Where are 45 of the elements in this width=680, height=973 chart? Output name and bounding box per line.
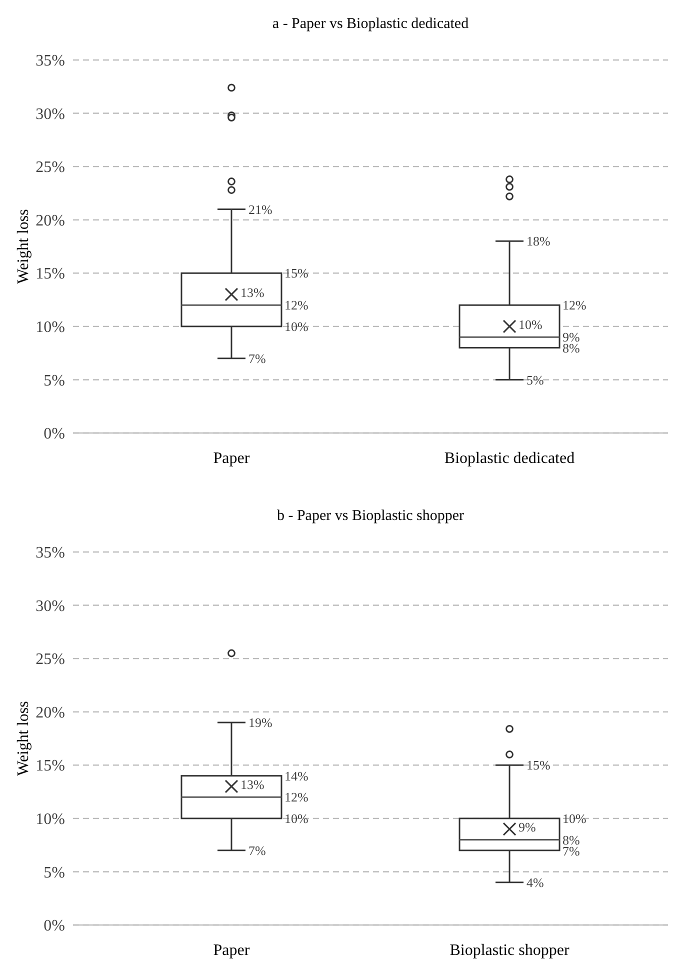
annotation: 15% [526,758,551,773]
annotation: 13% [240,777,264,792]
annotation: 10% [284,810,308,826]
annotation: 15% [284,266,308,281]
y-tick-label: 20% [36,704,65,722]
annotation: 12% [562,298,587,313]
y-tick-label: 25% [36,651,65,668]
x-tick-label: Bioplastic dedicated [444,450,575,467]
x-tick-label: Paper [213,942,250,959]
annotation: 13% [240,285,264,300]
chart-title: a - Paper vs Bioplastic dedicated [272,16,470,32]
annotation: 9% [518,820,536,835]
annotation: 10% [562,810,587,826]
annotation: 5% [526,372,544,388]
annotation: 8% [562,832,580,848]
y-tick-label: 35% [36,52,65,70]
annotation: 10% [518,316,543,332]
y-axis-title: Weight loss [15,209,32,284]
annotation: 10% [284,318,308,334]
y-tick-label: 35% [36,544,65,562]
y-axis-title: Weight loss [15,701,32,776]
y-tick-label: 15% [36,758,65,775]
annotation: 7% [248,842,266,858]
x-tick-label: Paper [213,450,250,467]
annotation: 19% [248,715,272,730]
y-tick-label: 25% [36,159,65,176]
y-tick-label: 10% [36,811,65,828]
y-tick-label: 5% [44,864,65,882]
annotation: 12% [284,298,308,313]
annotation: 14% [284,768,308,784]
y-tick-label: 30% [36,598,65,615]
y-tick-label: 5% [44,372,65,390]
annotation: 4% [526,874,544,890]
annotation: 7% [248,350,266,366]
y-tick-label: 15% [36,266,65,283]
y-tick-label: 10% [36,319,65,336]
annotation: 21% [248,202,272,217]
y-tick-label: 20% [36,212,65,230]
y-tick-label: 0% [44,426,65,443]
chart-title: b - Paper vs Bioplastic shopper [276,508,464,524]
x-tick-label: Bioplastic shopper [450,942,570,959]
y-tick-label: 0% [44,918,65,935]
y-tick-label: 30% [36,106,65,123]
annotation: 18% [526,234,551,249]
annotation: 12% [284,790,308,805]
